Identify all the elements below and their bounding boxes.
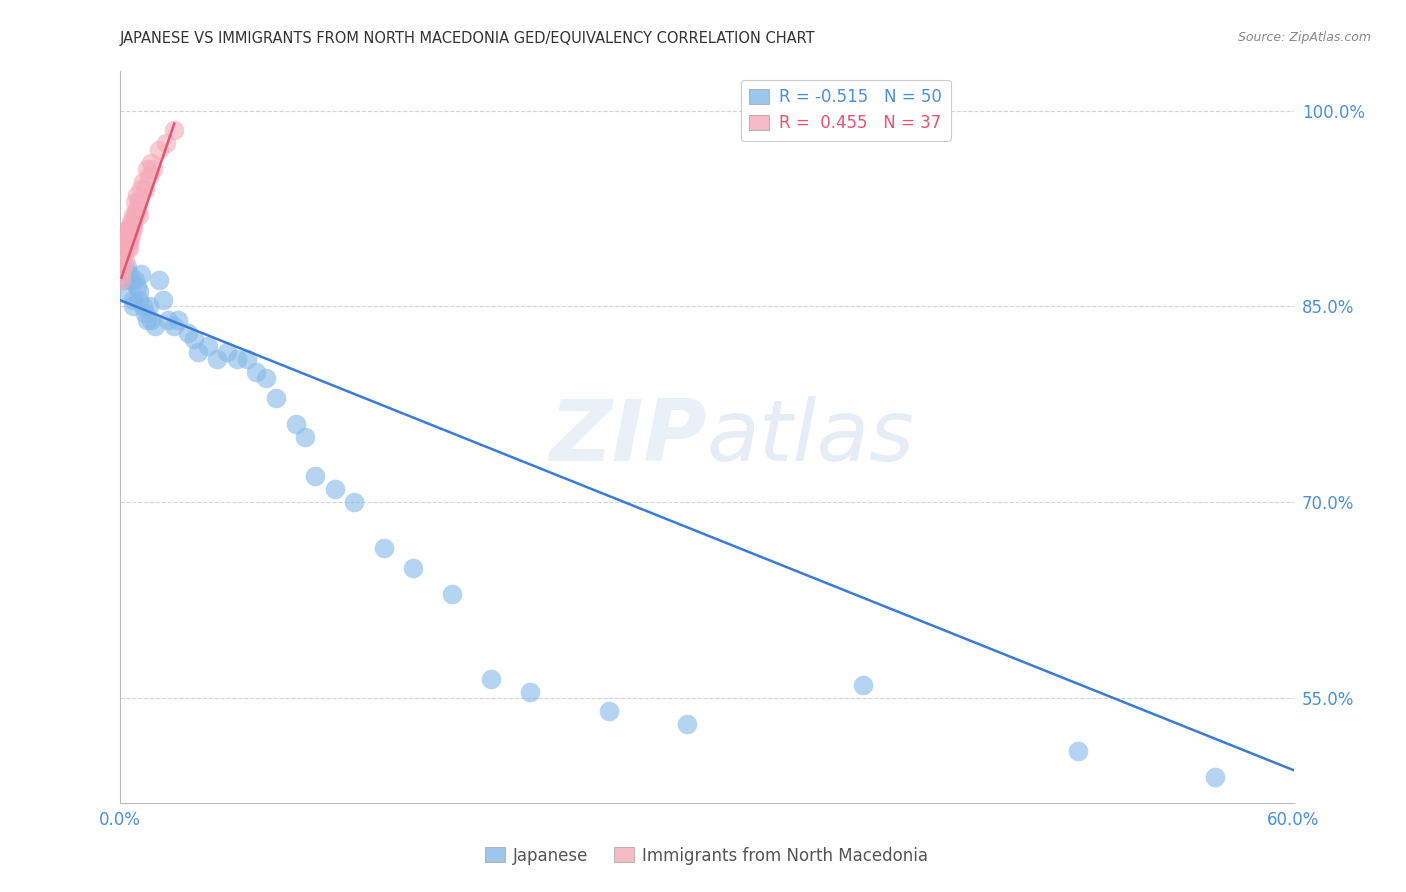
Text: Source: ZipAtlas.com: Source: ZipAtlas.com bbox=[1237, 31, 1371, 45]
Point bbox=[235, 351, 257, 366]
Point bbox=[143, 319, 166, 334]
Point bbox=[112, 260, 135, 275]
Point bbox=[373, 541, 395, 555]
Point bbox=[127, 280, 149, 294]
Point bbox=[479, 672, 502, 686]
Point bbox=[120, 227, 142, 242]
Point bbox=[207, 351, 229, 366]
Point bbox=[157, 312, 180, 326]
Point bbox=[122, 214, 145, 228]
Point bbox=[402, 560, 425, 574]
Point bbox=[112, 241, 135, 255]
Point bbox=[148, 143, 170, 157]
Point bbox=[120, 214, 142, 228]
Point bbox=[152, 293, 174, 307]
Point bbox=[155, 136, 177, 151]
Point bbox=[117, 260, 139, 275]
Text: JAPANESE VS IMMIGRANTS FROM NORTH MACEDONIA GED/EQUIVALENCY CORRELATION CHART: JAPANESE VS IMMIGRANTS FROM NORTH MACEDO… bbox=[120, 31, 815, 46]
Point bbox=[118, 221, 141, 235]
Point bbox=[264, 391, 287, 405]
Point bbox=[114, 286, 136, 301]
Point bbox=[114, 253, 136, 268]
Point bbox=[120, 273, 142, 287]
Point bbox=[187, 345, 209, 359]
Legend: Japanese, Immigrants from North Macedonia: Japanese, Immigrants from North Macedoni… bbox=[478, 840, 935, 871]
Point bbox=[129, 182, 152, 196]
Point bbox=[118, 267, 141, 281]
Point bbox=[114, 241, 136, 255]
Point bbox=[138, 300, 160, 314]
Point bbox=[117, 241, 139, 255]
Point bbox=[177, 326, 200, 340]
Point bbox=[304, 469, 326, 483]
Point bbox=[132, 175, 155, 189]
Point bbox=[118, 241, 141, 255]
Point bbox=[128, 208, 150, 222]
Point bbox=[254, 371, 277, 385]
Point bbox=[117, 227, 139, 242]
Text: ZIP: ZIP bbox=[548, 395, 707, 479]
Point bbox=[167, 312, 190, 326]
Point bbox=[139, 156, 162, 170]
Text: atlas: atlas bbox=[707, 395, 914, 479]
Point bbox=[120, 221, 142, 235]
Point bbox=[163, 123, 186, 137]
Point bbox=[128, 194, 150, 209]
Point bbox=[441, 587, 464, 601]
Point bbox=[1067, 743, 1090, 757]
Point bbox=[343, 495, 366, 509]
Point bbox=[122, 208, 145, 222]
Point bbox=[135, 312, 157, 326]
Point bbox=[118, 234, 141, 248]
Point bbox=[217, 345, 239, 359]
Point bbox=[117, 234, 139, 248]
Point bbox=[183, 332, 205, 346]
Point bbox=[138, 169, 160, 183]
Point bbox=[135, 162, 157, 177]
Point bbox=[114, 227, 136, 242]
Point bbox=[139, 312, 162, 326]
Point bbox=[110, 267, 132, 281]
Point bbox=[163, 319, 186, 334]
Point bbox=[148, 273, 170, 287]
Point bbox=[132, 300, 155, 314]
Point bbox=[124, 194, 146, 209]
Point bbox=[323, 483, 346, 497]
Point bbox=[134, 306, 156, 320]
Point bbox=[122, 300, 145, 314]
Point bbox=[197, 339, 219, 353]
Point bbox=[284, 417, 307, 431]
Point bbox=[225, 351, 249, 366]
Point bbox=[122, 221, 145, 235]
Point bbox=[294, 430, 316, 444]
Point bbox=[112, 247, 135, 261]
Point bbox=[129, 267, 152, 281]
Point bbox=[142, 162, 165, 177]
Point bbox=[1204, 770, 1226, 784]
Point bbox=[852, 678, 875, 692]
Point bbox=[124, 208, 146, 222]
Point bbox=[134, 182, 156, 196]
Point bbox=[128, 293, 150, 307]
Point bbox=[676, 717, 699, 731]
Point bbox=[127, 202, 149, 216]
Point bbox=[598, 704, 620, 718]
Point bbox=[127, 188, 149, 202]
Point bbox=[128, 284, 150, 298]
Point bbox=[118, 234, 141, 248]
Point bbox=[112, 273, 135, 287]
Point bbox=[245, 365, 267, 379]
Point bbox=[122, 293, 145, 307]
Point bbox=[124, 273, 146, 287]
Point bbox=[118, 221, 141, 235]
Point bbox=[519, 685, 541, 699]
Point bbox=[110, 273, 132, 287]
